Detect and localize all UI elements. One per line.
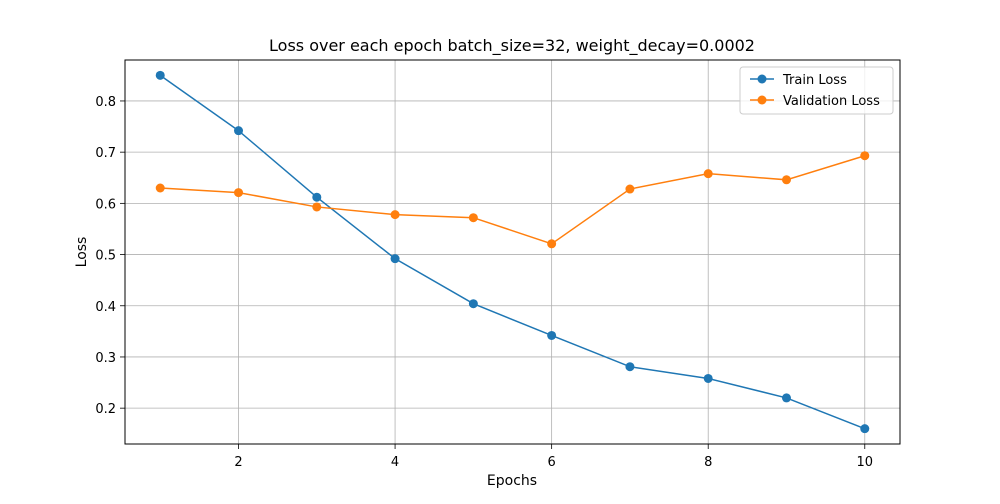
grid [125,60,900,444]
legend: Train Loss Validation Loss [739,66,894,115]
data-point [703,373,713,383]
data-point [781,175,791,185]
y-axis-label: Loss [74,237,90,268]
legend-label: Train Loss [782,73,847,88]
data-point [547,239,557,249]
data-point [468,213,478,223]
data-point [625,184,635,194]
y-tick-label: 0.3 [95,351,116,366]
data-point [860,151,870,161]
data-point [234,126,244,136]
data-point [312,192,322,202]
legend-marker [757,74,767,84]
x-tick-label: 2 [234,455,242,470]
chart-title: Loss over each epoch batch_size=32, weig… [269,36,755,56]
x-tick-label: 6 [548,455,556,470]
series-layer [155,70,870,434]
data-point [703,169,713,179]
y-tick-label: 0.4 [95,300,116,315]
legend-box [739,66,894,115]
series-line [159,74,866,430]
x-tick-label: 8 [704,455,712,470]
legend-label: Validation Loss [783,94,880,109]
x-tick-label: 4 [391,455,399,470]
data-point [390,254,400,264]
data-point [234,188,244,198]
legend-marker [757,95,767,105]
data-point [155,70,165,80]
y-tick-label: 0.6 [95,197,116,212]
data-point [625,362,635,372]
x-axis-label: Epochs [487,473,537,489]
y-tick-label: 0.8 [95,95,116,110]
data-point [547,330,557,340]
data-point [468,299,478,309]
data-point [390,210,400,220]
x-axis: 2 4 6 8 10 [234,444,873,470]
y-tick-label: 0.7 [95,146,116,161]
y-tick-label: 0.2 [95,402,116,417]
x-tick-label: 10 [856,455,873,470]
data-point [155,183,165,193]
y-axis: 0.2 0.3 0.4 0.5 0.6 0.7 0.8 [95,95,125,417]
plot-frame [124,59,901,445]
y-tick-label: 0.5 [95,249,116,264]
data-point [312,202,322,212]
series-line [160,155,865,245]
data-point [860,424,870,434]
data-point [781,393,791,403]
